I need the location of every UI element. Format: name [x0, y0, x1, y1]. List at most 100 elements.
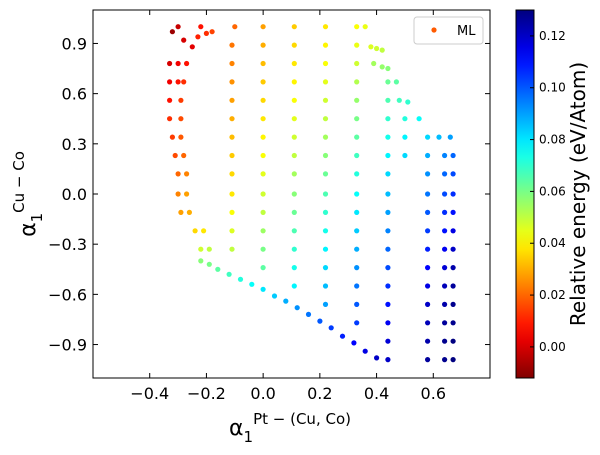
legend: ML — [413, 16, 484, 45]
data-point — [322, 152, 329, 159]
data-point — [175, 24, 181, 30]
data-point — [354, 60, 360, 67]
data-point — [260, 97, 266, 103]
data-point — [396, 97, 402, 103]
data-point — [385, 171, 391, 177]
data-point — [167, 60, 173, 67]
data-point — [425, 265, 431, 271]
data-point — [184, 191, 190, 197]
data-point — [442, 283, 448, 289]
data-point — [283, 298, 289, 304]
data-point — [260, 265, 266, 271]
data-point — [354, 152, 360, 159]
data-point — [393, 79, 399, 85]
data-point — [322, 97, 329, 103]
data-point — [260, 246, 266, 252]
data-point — [322, 42, 329, 48]
colorbar-tick-label: 0.10 — [539, 81, 566, 95]
data-point — [385, 357, 391, 363]
data-point — [260, 79, 266, 85]
data-point — [169, 29, 175, 35]
data-point — [354, 171, 360, 177]
data-point — [305, 311, 312, 317]
data-point — [385, 97, 391, 103]
data-point — [354, 134, 360, 140]
x-tick-label: −0.2 — [187, 384, 226, 403]
data-point — [175, 171, 181, 177]
data-point — [226, 271, 232, 277]
data-point — [385, 265, 391, 271]
data-point — [260, 152, 266, 159]
colorbar-tick-label: 0.08 — [539, 133, 566, 147]
data-point — [229, 42, 235, 48]
data-point — [260, 209, 266, 215]
data-point — [229, 152, 235, 159]
data-point — [442, 265, 448, 271]
data-point — [442, 246, 448, 252]
data-point — [175, 79, 181, 85]
data-point — [385, 283, 391, 289]
data-point — [271, 293, 278, 299]
data-point — [385, 191, 391, 197]
data-point — [354, 42, 360, 48]
data-point — [442, 152, 448, 159]
data-point — [198, 24, 204, 30]
data-point — [167, 97, 173, 103]
data-point — [175, 191, 181, 197]
data-point — [229, 209, 235, 215]
data-point — [425, 152, 431, 159]
data-point — [178, 134, 184, 140]
colorbar-tick-label: 0.00 — [539, 340, 566, 354]
data-point — [354, 246, 360, 252]
data-point — [450, 171, 456, 177]
data-point — [385, 134, 391, 140]
data-point — [354, 301, 360, 307]
data-point — [442, 209, 448, 215]
data-point — [442, 320, 448, 326]
data-point — [442, 338, 448, 344]
data-point — [385, 320, 391, 326]
legend-label: ML — [457, 24, 476, 39]
colorbar-tick-label: 0.04 — [539, 236, 566, 250]
data-point — [322, 79, 329, 85]
data-point — [450, 191, 456, 197]
data-point — [249, 281, 255, 287]
data-point — [425, 320, 431, 326]
data-point — [322, 228, 329, 234]
data-point — [450, 357, 456, 363]
data-point — [209, 29, 215, 35]
data-point — [260, 60, 266, 67]
data-point — [425, 283, 431, 289]
data-point — [229, 134, 235, 140]
data-point — [260, 116, 266, 122]
x-tick-label: 0.6 — [421, 384, 446, 403]
data-point — [260, 42, 266, 48]
data-point — [260, 134, 266, 140]
data-point — [354, 116, 360, 122]
data-point — [291, 283, 297, 289]
data-point — [450, 246, 456, 252]
data-point — [416, 116, 422, 122]
colorbar-title: Relative energy (eV/Atom) — [566, 62, 590, 326]
data-point — [198, 246, 204, 252]
data-point — [351, 340, 357, 346]
data-point — [291, 246, 297, 252]
data-point — [385, 338, 391, 344]
data-point — [291, 97, 297, 103]
data-point — [354, 79, 360, 85]
data-point — [442, 171, 448, 177]
y-tick-label: 0.6 — [62, 85, 87, 104]
data-point — [368, 44, 374, 50]
data-point — [260, 228, 266, 234]
legend-box — [413, 16, 484, 45]
data-point — [322, 24, 329, 30]
data-point — [450, 228, 456, 234]
data-point — [385, 79, 391, 85]
data-point — [229, 246, 235, 252]
data-point — [354, 320, 360, 326]
data-point — [450, 338, 456, 344]
data-point — [442, 301, 448, 307]
data-point — [354, 24, 360, 30]
data-point — [385, 228, 391, 234]
